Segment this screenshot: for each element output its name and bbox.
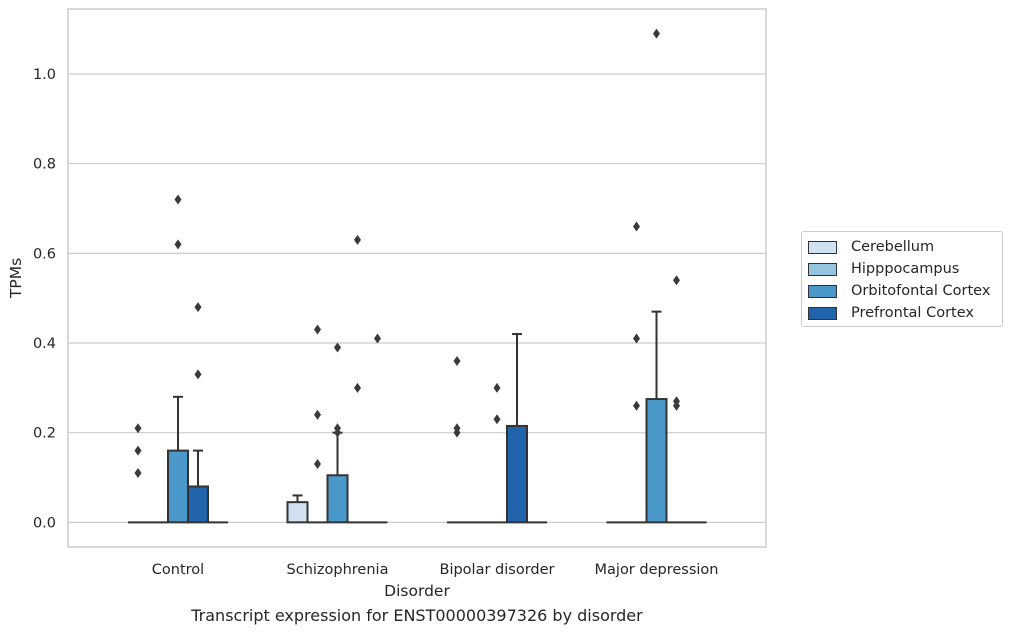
bar [167, 449, 189, 524]
legend-item: Orbitofontal Cortex [808, 280, 1002, 302]
outlier-point [314, 409, 321, 420]
outlier-point [194, 369, 202, 380]
outlier-point [374, 333, 381, 344]
y-tick-label: 1.0 [33, 67, 56, 83]
legend-label: Orbitofontal Cortex [851, 283, 991, 299]
y-tick-label: 0.0 [33, 515, 56, 531]
legend-swatch [808, 306, 837, 320]
x-tick-label: Bipolar disorder [440, 562, 555, 578]
outlier-point [334, 342, 341, 353]
legend-item: Prefrontal Cortex [808, 302, 1002, 324]
legend: Cerebellum Hipppocampus Orbitofontal Cor… [801, 231, 1003, 327]
y-tick-label: 0.8 [33, 157, 56, 173]
outlier-point [134, 423, 142, 434]
legend-label: Cerebellum [851, 239, 935, 255]
outlier-point [453, 355, 461, 366]
outlier-point [314, 324, 321, 335]
y-tick-label: 0.4 [33, 336, 56, 352]
outlier-point [653, 28, 660, 39]
outlier-point [174, 194, 182, 205]
y-tick-labels: 0.0 0.2 0.4 0.6 0.8 1.0 [33, 67, 56, 531]
bar [187, 485, 209, 524]
chart-caption: Transcript expression for ENST0000039732… [191, 606, 643, 625]
outlier-point [174, 239, 182, 250]
outlier-point [673, 275, 680, 286]
outlier-point [354, 382, 361, 393]
legend-item: Cerebellum [808, 236, 1002, 258]
bar [326, 474, 349, 524]
legend-label: Prefrontal Cortex [851, 305, 974, 321]
legend-swatch [808, 240, 837, 254]
outlier-point [493, 414, 501, 425]
y-tick-label: 0.2 [33, 426, 56, 442]
bar [645, 398, 668, 524]
x-tick-label: Control [152, 562, 204, 578]
x-axis-label: Disorder [384, 582, 450, 600]
y-tick-label: 0.6 [33, 246, 56, 262]
legend-swatch [808, 284, 837, 298]
outlier-point [493, 382, 501, 393]
outlier-point [354, 234, 361, 245]
outlier-point [134, 445, 142, 456]
x-tick-label: Major depression [595, 562, 719, 578]
x-tick-labels: Control Schizophrenia Bipolar disorder Majo… [152, 562, 719, 578]
legend-swatch [808, 262, 837, 276]
outlier-point [453, 423, 461, 434]
x-tick-label: Schizophrenia [287, 562, 389, 578]
bars [128, 28, 707, 524]
y-axis-label: TPMs [7, 258, 25, 299]
outlier-point [194, 302, 202, 313]
outlier-point [134, 468, 142, 479]
bar [286, 501, 309, 524]
outlier-point [633, 333, 640, 344]
legend-item: Hipppocampus [808, 258, 1002, 280]
outlier-point [334, 423, 341, 434]
outlier-point [633, 221, 640, 232]
outlier-point [673, 396, 680, 407]
outlier-point [314, 459, 321, 470]
bar [506, 424, 528, 524]
outlier-point [633, 400, 640, 411]
legend-label: Hipppocampus [851, 261, 960, 277]
